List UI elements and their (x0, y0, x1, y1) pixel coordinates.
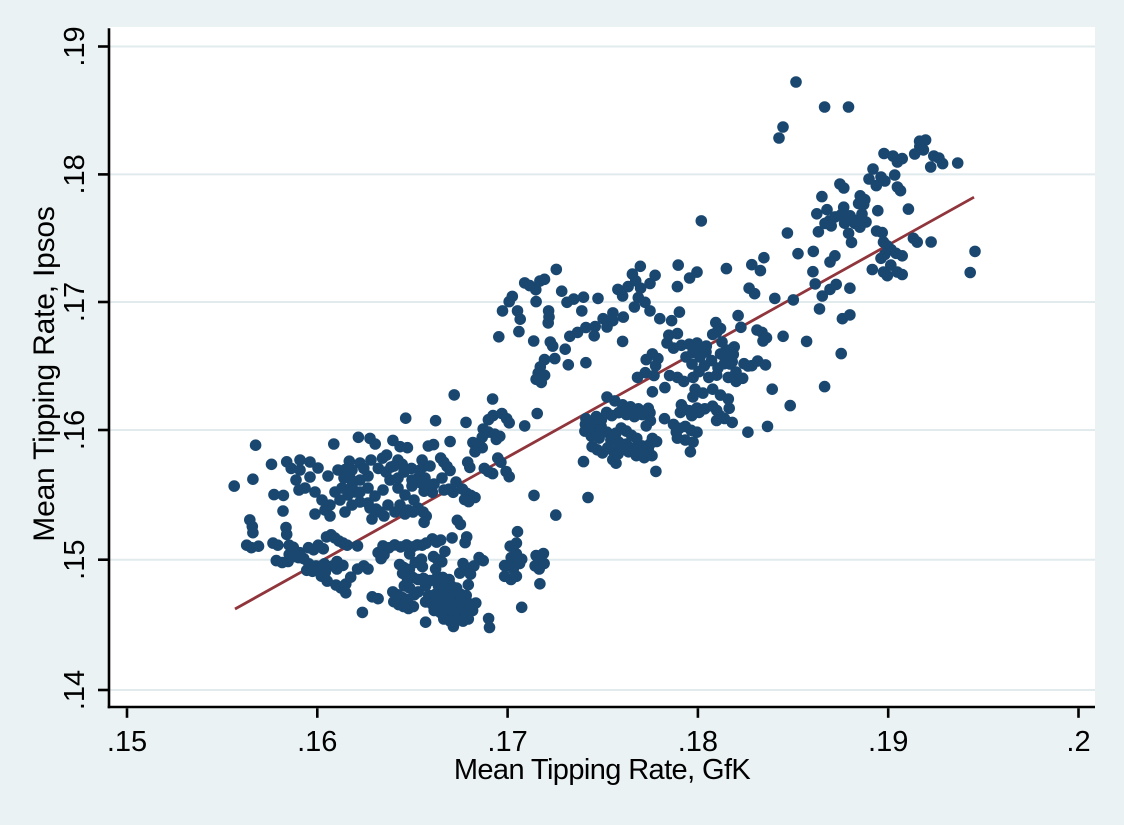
svg-text:.14: .14 (59, 670, 91, 710)
svg-text:Mean Tipping Rate, Ipsos: Mean Tipping Rate, Ipsos (28, 206, 61, 541)
svg-text:.15: .15 (59, 540, 91, 580)
svg-text:.17: .17 (59, 282, 91, 322)
svg-text:.16: .16 (297, 726, 337, 758)
svg-text:.2: .2 (1066, 726, 1090, 758)
svg-text:.19: .19 (868, 726, 908, 758)
svg-text:.18: .18 (678, 726, 718, 758)
svg-text:.15: .15 (107, 726, 147, 758)
svg-text:.18: .18 (59, 154, 91, 194)
svg-text:.17: .17 (487, 726, 527, 758)
svg-text:Mean Tipping Rate, GfK: Mean Tipping Rate, GfK (454, 754, 752, 786)
svg-text:.19: .19 (59, 26, 91, 66)
svg-text:.16: .16 (59, 410, 91, 450)
